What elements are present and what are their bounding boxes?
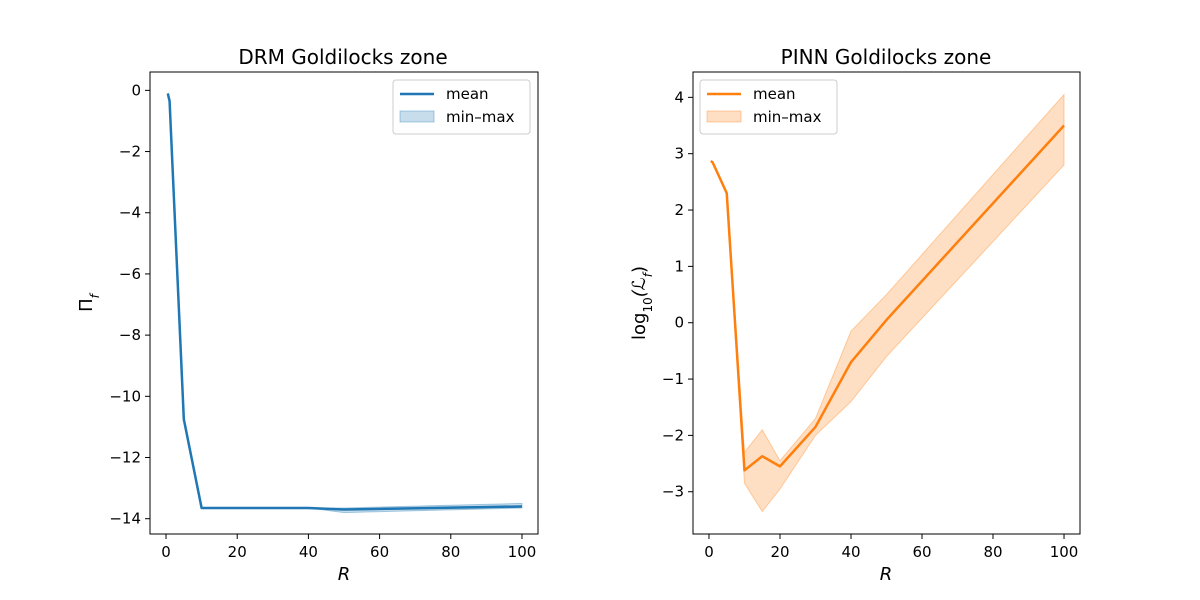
pinn-y-tick-label: 4 (674, 88, 684, 106)
pinn-mean-line (710, 124, 1065, 472)
pinn-legend-mean-label: mean (753, 85, 796, 103)
drm-mean-line (166, 93, 523, 511)
drm-x-axis-label: R (338, 564, 351, 585)
pinn-legend-minmax-label: min–max (753, 108, 822, 126)
drm-legend-mean-label: mean (446, 85, 489, 103)
drm-y-tick-label: −4 (119, 204, 141, 222)
drm-y-tick-label: −12 (109, 449, 141, 467)
drm-axes-frame (149, 71, 539, 535)
pinn-y-axis-label: log10(ℒf) (629, 266, 655, 340)
pinn-y-tick-label: 0 (674, 314, 684, 332)
pinn-plot-marks (710, 93, 1065, 513)
drm-x-tick-label: 0 (161, 543, 171, 561)
pinn-x-tick-label: 100 (1050, 543, 1079, 561)
drm-plot-marks (166, 93, 523, 514)
pinn-minmax-band (710, 93, 1065, 513)
drm-panel: DRM Goldilocks zone 0 20 40 60 80 100 0 −2 −4 −6 −… (76, 45, 539, 585)
pinn-ticks: 0 20 40 60 80 100 4 3 2 1 0 −1 −2 −3 (662, 88, 1078, 561)
pinn-x-axis-label: R (880, 564, 893, 585)
pinn-x-tick-label: 80 (983, 543, 1002, 561)
drm-legend: mean min–max (392, 79, 531, 135)
drm-chart-title: DRM Goldilocks zone (238, 45, 447, 69)
drm-x-tick-label: 20 (228, 543, 247, 561)
pinn-x-tick-label: 0 (704, 543, 714, 561)
drm-ticks: 0 20 40 60 80 100 0 −2 −4 −6 −8 −10 −12 −14 (109, 81, 536, 561)
pinn-y-tick-label: −3 (662, 483, 684, 501)
drm-x-tick-label: 80 (441, 543, 460, 561)
drm-x-tick-label: 100 (508, 543, 537, 561)
pinn-y-tick-label: −1 (662, 370, 684, 388)
drm-y-tick-label: −8 (119, 326, 141, 344)
pinn-axes-frame (692, 71, 1081, 535)
drm-legend-minmax-swatch (399, 110, 435, 123)
drm-minmax-band (167, 93, 523, 514)
pinn-legend-minmax-swatch (706, 110, 742, 123)
drm-y-tick-label: −10 (109, 387, 141, 405)
pinn-y-tick-label: −2 (662, 426, 684, 444)
pinn-panel: PINN Goldilocks zone 0 20 40 60 80 100 4 3 2 1 0 −1… (629, 45, 1081, 585)
pinn-y-tick-label: 3 (674, 145, 684, 163)
drm-y-tick-label: −2 (119, 143, 141, 161)
pinn-x-tick-label: 60 (912, 543, 931, 561)
drm-y-tick-label: 0 (131, 81, 141, 99)
drm-legend-minmax-label: min–max (446, 108, 515, 126)
drm-x-tick-label: 40 (299, 543, 318, 561)
pinn-x-tick-label: 20 (770, 543, 789, 561)
drm-y-tick-label: −14 (109, 510, 141, 528)
pinn-legend: mean min–max (699, 79, 838, 135)
pinn-chart-title: PINN Goldilocks zone (781, 45, 992, 69)
pinn-y-tick-label: 2 (674, 201, 684, 219)
drm-y-tick-label: −6 (119, 265, 141, 283)
drm-x-tick-label: 60 (370, 543, 389, 561)
drm-y-axis-label: Πf (76, 292, 102, 312)
pinn-x-tick-label: 40 (841, 543, 860, 561)
pinn-y-tick-label: 1 (674, 257, 684, 275)
